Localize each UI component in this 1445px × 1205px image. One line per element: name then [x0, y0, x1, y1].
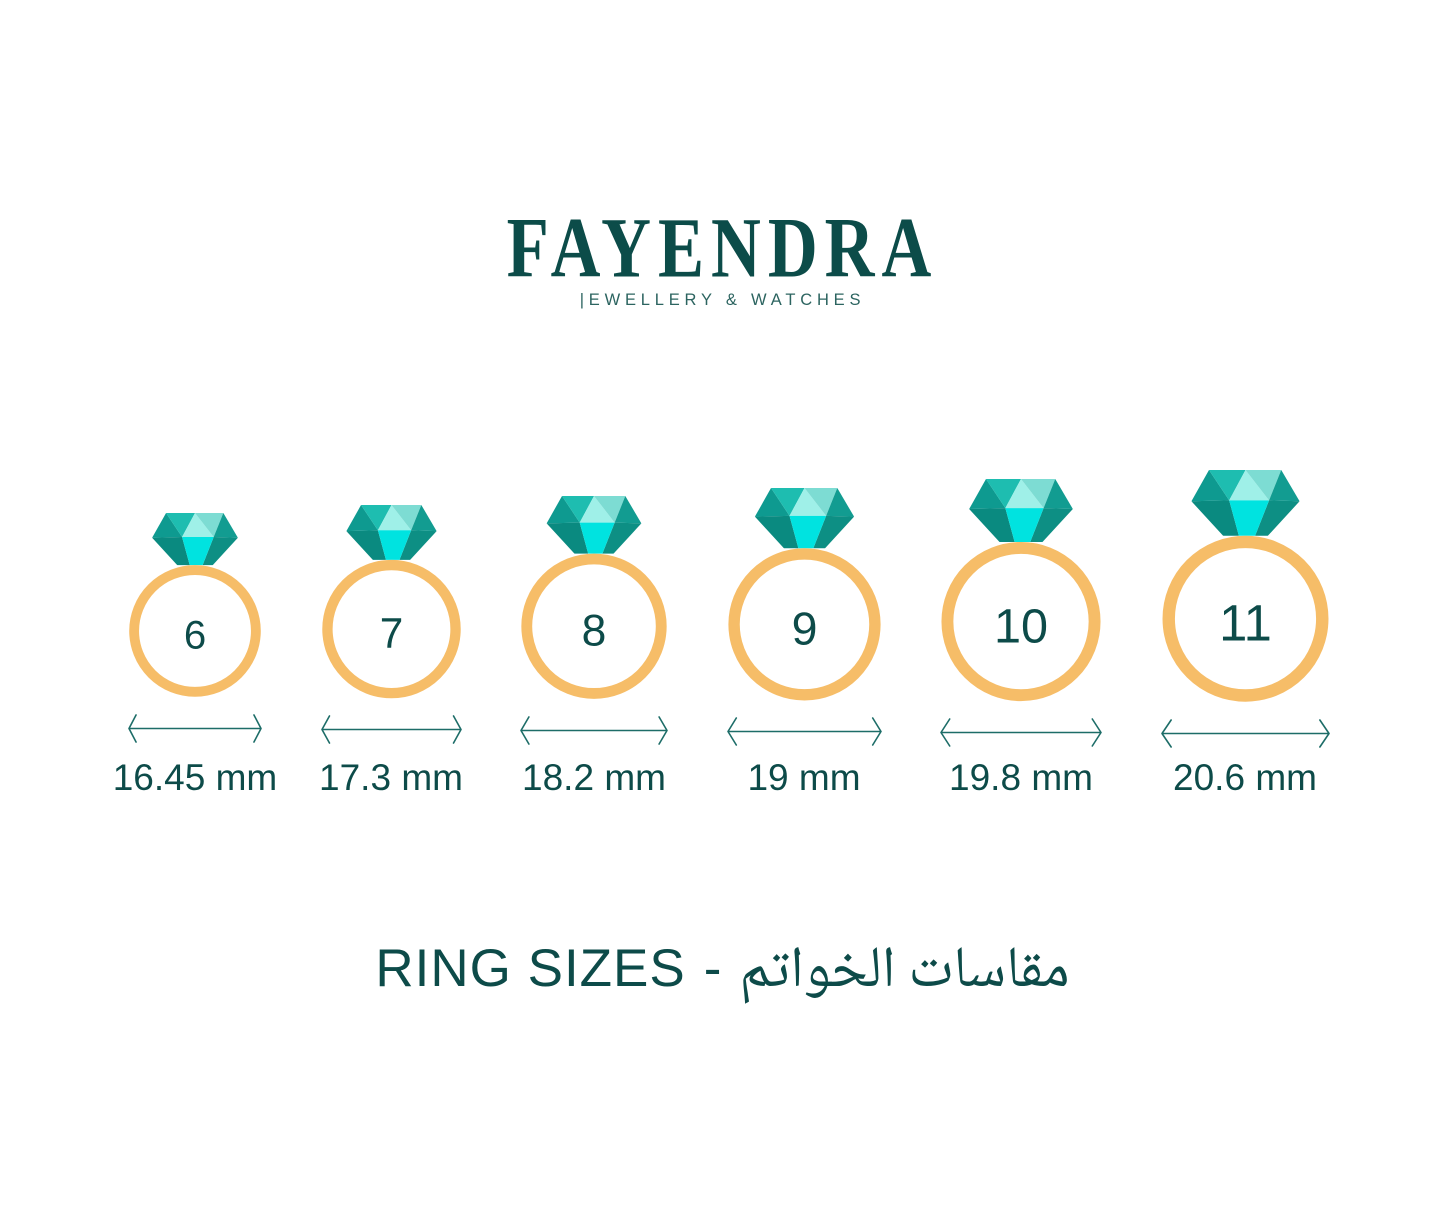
svg-text:11: 11 [1219, 595, 1272, 652]
svg-text:8: 8 [582, 607, 607, 656]
svg-text:7: 7 [379, 609, 403, 656]
svg-text:10: 10 [994, 600, 1048, 654]
svg-text:6: 6 [184, 613, 206, 658]
svg-text:9: 9 [791, 602, 817, 654]
